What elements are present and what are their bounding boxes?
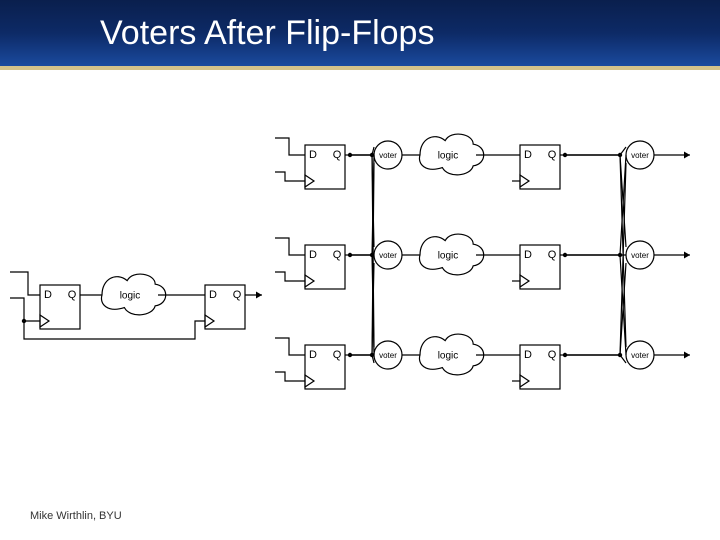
svg-text:Q: Q — [333, 149, 342, 161]
flip-flop: DQ — [520, 345, 560, 389]
logic-cloud: logic — [419, 134, 483, 175]
svg-text:Q: Q — [68, 289, 77, 301]
flip-flop: DQ — [205, 285, 245, 329]
slide-title: Voters After Flip-Flops — [100, 14, 434, 53]
flip-flop: DQ — [520, 245, 560, 289]
svg-text:logic: logic — [438, 351, 459, 362]
svg-text:logic: logic — [120, 291, 141, 302]
logic-cloud: logic — [101, 274, 165, 315]
svg-text:D: D — [309, 249, 317, 261]
svg-text:D: D — [524, 349, 532, 361]
svg-text:D: D — [309, 349, 317, 361]
flip-flop: DQ — [305, 145, 345, 189]
svg-text:voter: voter — [379, 151, 397, 160]
flip-flop: DQ — [305, 245, 345, 289]
tmr-circuit: DQvoterlogicDQvoterDQvoterlogicDQvoterDQ… — [275, 134, 690, 389]
flip-flop: DQ — [40, 285, 80, 329]
footer-credit: Mike Wirthlin, BYU — [30, 510, 122, 522]
voter-circle: voter — [626, 341, 654, 369]
single-circuit: DQlogicDQ — [10, 272, 262, 339]
voter-circle: voter — [374, 141, 402, 169]
svg-text:Q: Q — [333, 349, 342, 361]
circuit-diagram: DQlogicDQDQvoterlogicDQvoterDQvoterlogic… — [0, 70, 720, 490]
svg-text:voter: voter — [631, 151, 649, 160]
svg-text:Q: Q — [548, 349, 557, 361]
diagram-area: DQlogicDQDQvoterlogicDQvoterDQvoterlogic… — [0, 70, 720, 490]
logic-cloud: logic — [419, 234, 483, 275]
svg-text:D: D — [209, 289, 217, 301]
voter-circle: voter — [374, 341, 402, 369]
title-bar: Voters After Flip-Flops — [0, 0, 720, 70]
svg-text:logic: logic — [438, 151, 459, 162]
svg-text:D: D — [524, 249, 532, 261]
voter-circle: voter — [374, 241, 402, 269]
svg-text:Q: Q — [233, 289, 242, 301]
svg-text:Q: Q — [333, 249, 342, 261]
svg-text:Q: Q — [548, 249, 557, 261]
voter-circle: voter — [626, 241, 654, 269]
voter-circle: voter — [626, 141, 654, 169]
svg-text:voter: voter — [631, 351, 649, 360]
flip-flop: DQ — [520, 145, 560, 189]
svg-text:logic: logic — [438, 251, 459, 262]
svg-text:D: D — [44, 289, 52, 301]
svg-text:D: D — [309, 149, 317, 161]
flip-flop: DQ — [305, 345, 345, 389]
svg-text:voter: voter — [379, 351, 397, 360]
svg-text:voter: voter — [379, 251, 397, 260]
logic-cloud: logic — [419, 334, 483, 375]
svg-text:Q: Q — [548, 149, 557, 161]
svg-text:voter: voter — [631, 251, 649, 260]
svg-text:D: D — [524, 149, 532, 161]
